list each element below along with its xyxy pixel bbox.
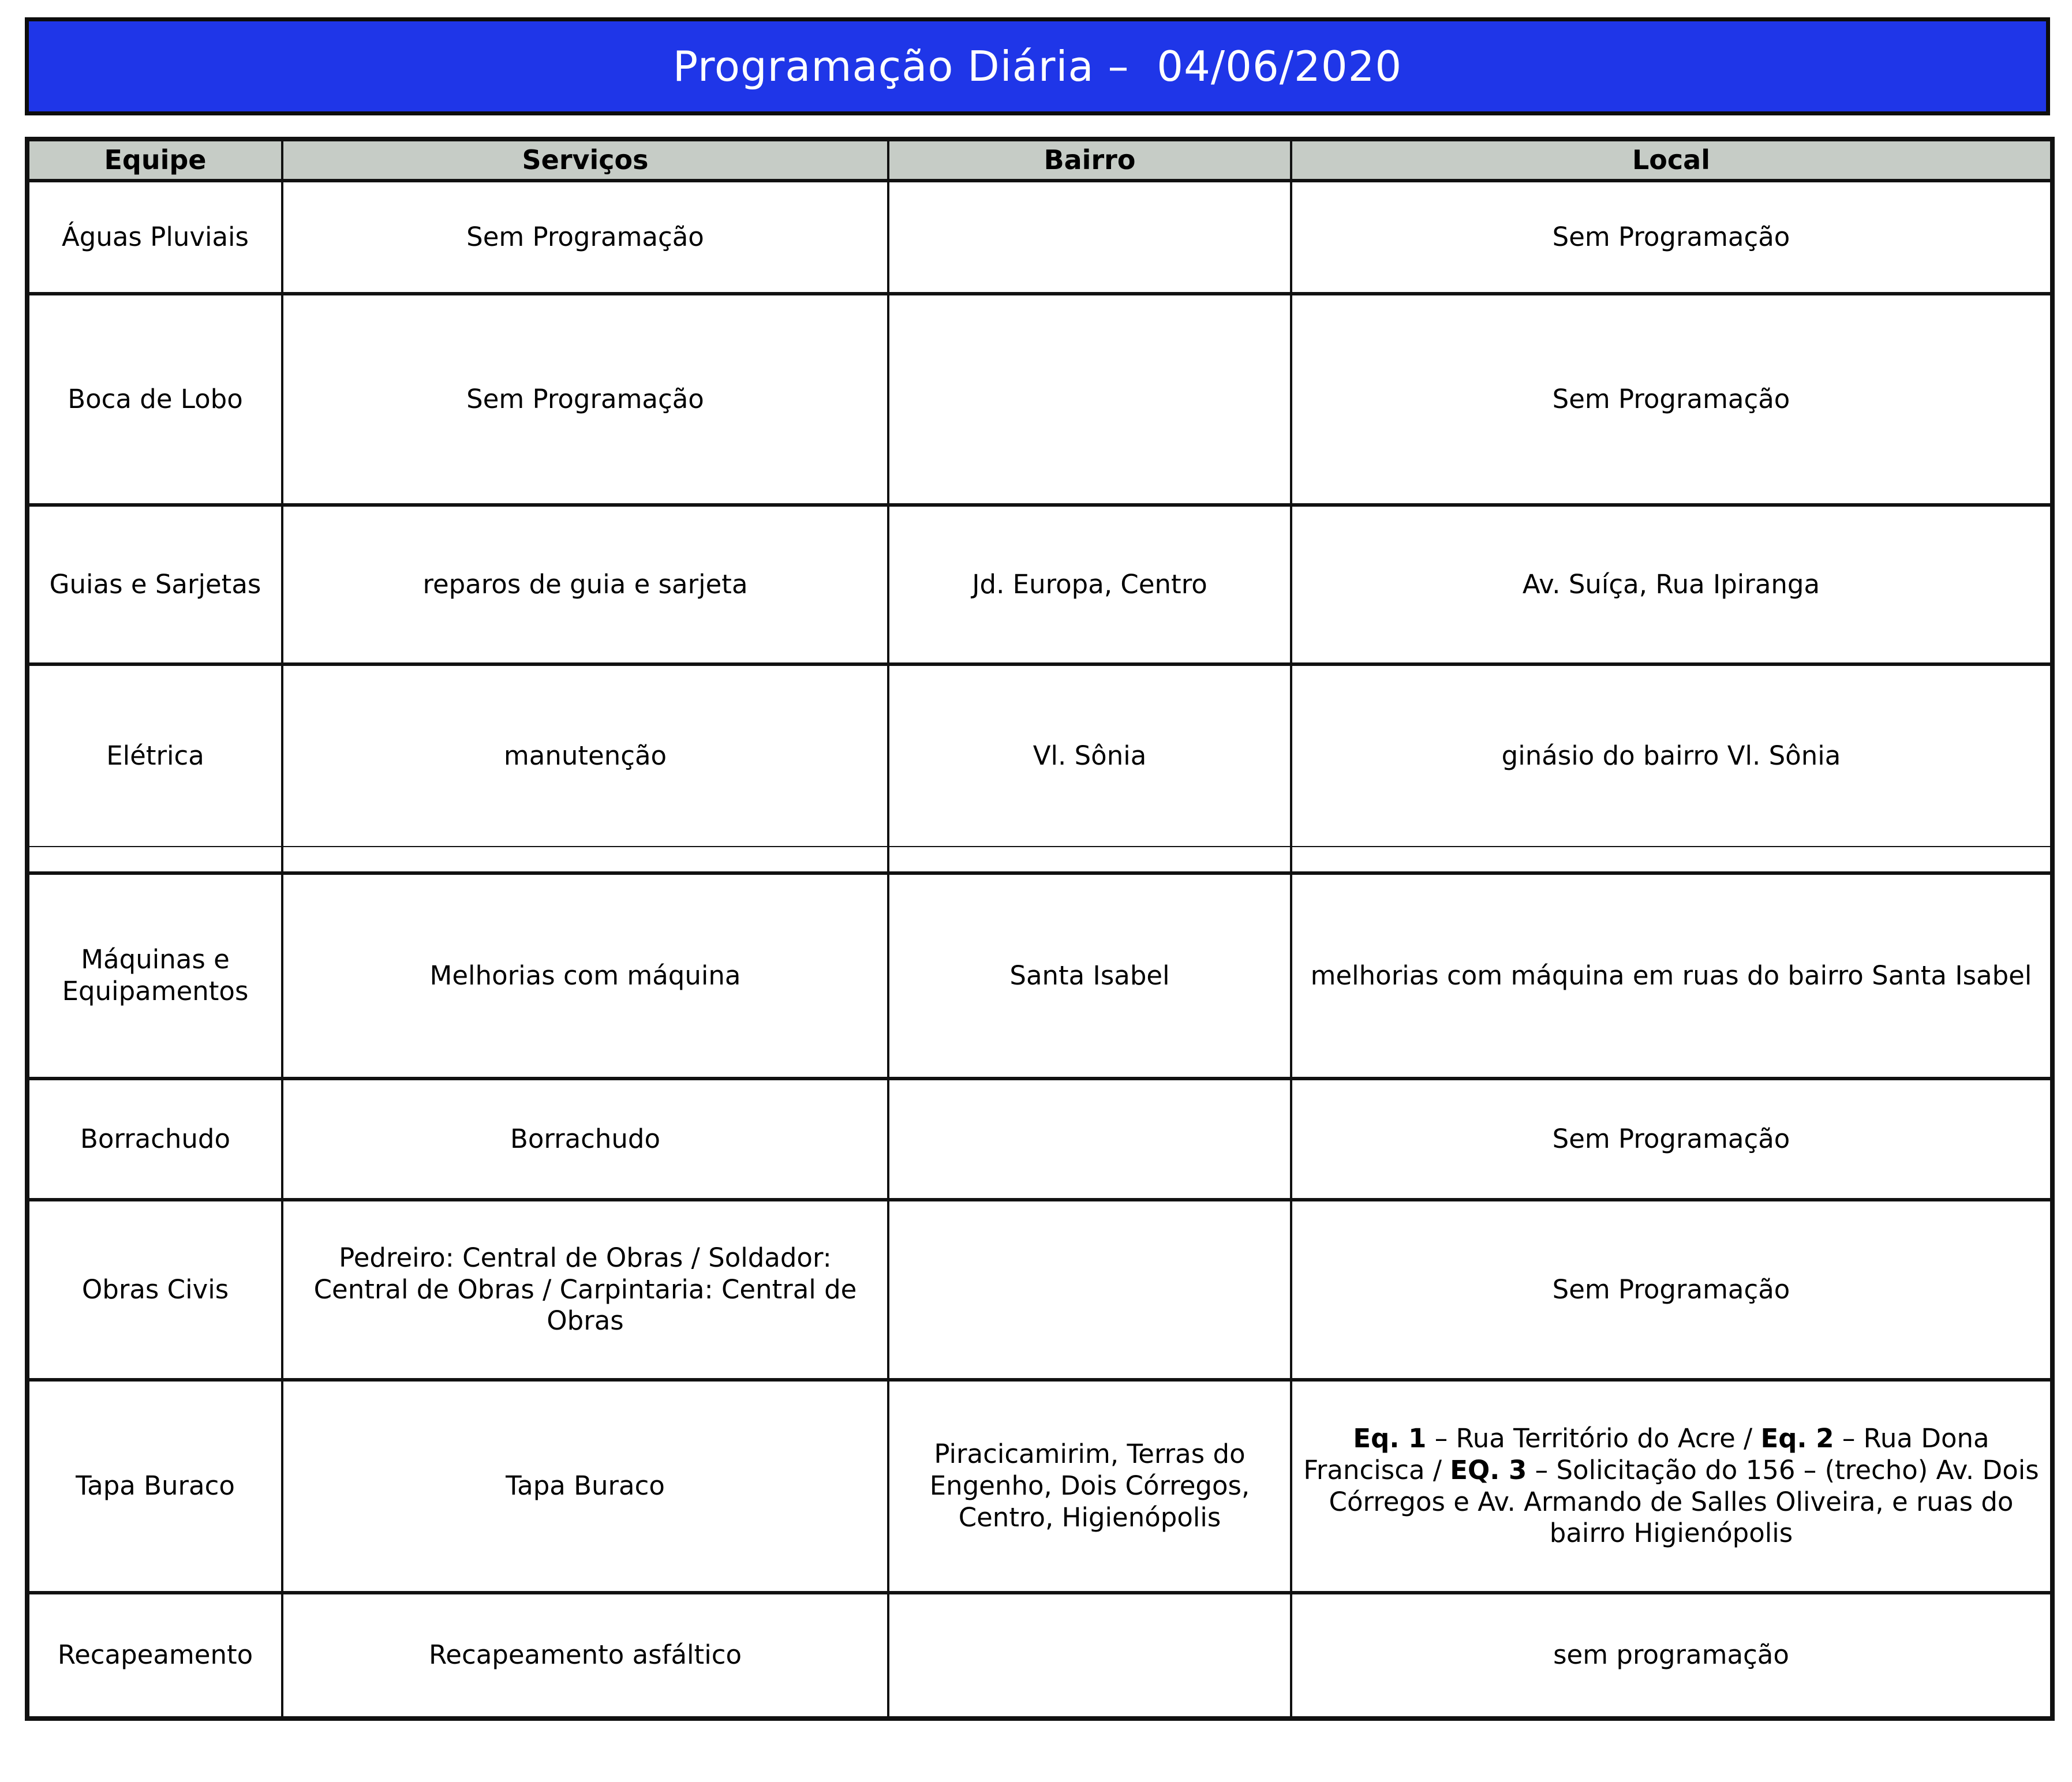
cell-servicos: Pedreiro: Central de Obras / Soldador: C… [281,1200,889,1382]
cell-local: ginásio do bairro Vl. Sônia [1290,664,2054,847]
cell-local: Sem Programação [1290,1200,2054,1382]
cell-servicos: manutenção [281,664,889,847]
cell-equipe: Elétrica [26,664,283,847]
cell-bairro [887,1593,1292,1720]
cell-servicos: Tapa Buraco [281,1380,889,1594]
header-row: Equipe Serviços Bairro Local [26,139,2054,182]
schedule-table: Equipe Serviços Bairro Local Águas Pluvi… [25,137,2055,1721]
cell-bairro [887,294,1292,507]
table-row-obras-civis: Obras Civis Pedreiro: Central de Obras /… [26,1200,2054,1382]
cell-equipe: Tapa Buraco [26,1380,283,1594]
cell-servicos: Borrachudo [281,1079,889,1201]
page-title: Programação Diária – 04/06/2020 [672,42,1402,91]
spacer-cell [887,847,1292,875]
table-row-aguas-pluviais: Águas Pluviais Sem Programação Sem Progr… [26,181,2054,295]
spacer-cell [26,847,283,875]
table-row-borrachudo: Borrachudo Borrachudo Sem Programação [26,1079,2054,1201]
cell-servicos: Sem Programação [281,294,889,507]
table-row-maquinas-e-equipamentos: Máquinas e Equipamentos Melhorias com má… [26,873,2054,1080]
cell-bairro [887,1079,1292,1201]
table-row-tapa-buraco: Tapa Buraco Tapa Buraco Piracicamirim, T… [26,1380,2054,1594]
spacer-cell [1290,847,2054,875]
cell-local: Sem Programação [1290,294,2054,507]
cell-servicos: Recapeamento asfáltico [281,1593,889,1720]
cell-bairro: Jd. Europa, Centro [887,505,1292,666]
cell-bairro: Piracicamirim, Terras do Engenho, Dois C… [887,1380,1292,1594]
cell-bairro [887,181,1292,295]
cell-equipe: Borrachudo [26,1079,283,1201]
cell-local: Eq. 1 – Rua Território do Acre / Eq. 2 –… [1290,1380,2054,1594]
cell-servicos: reparos de guia e sarjeta [281,505,889,666]
table-row-guias-e-sarjetas: Guias e Sarjetas reparos de guia e sarje… [26,505,2054,666]
cell-bairro [887,1200,1292,1382]
cell-local: melhorias com máquina em ruas do bairro … [1290,873,2054,1080]
cell-local: sem programação [1290,1593,2054,1720]
cell-bairro: Vl. Sônia [887,664,1292,847]
cell-servicos: Melhorias com máquina [281,873,889,1080]
table-row-boca-de-lobo: Boca de Lobo Sem Programação Sem Program… [26,294,2054,507]
title-banner: Programação Diária – 04/06/2020 [25,17,2050,115]
col-header-servicos: Serviços [281,139,889,182]
table-row-recapeamento: Recapeamento Recapeamento asfáltico sem … [26,1593,2054,1720]
cell-equipe: Boca de Lobo [26,294,283,507]
col-header-equipe: Equipe [26,139,283,182]
cell-equipe: Obras Civis [26,1200,283,1382]
table-row-eletrica: Elétrica manutenção Vl. Sônia ginásio do… [26,664,2054,847]
spacer-cell [281,847,889,875]
cell-servicos: Sem Programação [281,181,889,295]
cell-bairro: Santa Isabel [887,873,1292,1080]
col-header-local: Local [1290,139,2054,182]
cell-equipe: Águas Pluviais [26,181,283,295]
spacer-row [26,847,2054,875]
col-header-bairro: Bairro [887,139,1292,182]
cell-equipe: Recapeamento [26,1593,283,1720]
cell-local: Av. Suíça, Rua Ipiranga [1290,505,2054,666]
cell-equipe: Guias e Sarjetas [26,505,283,666]
cell-equipe: Máquinas e Equipamentos [26,873,283,1080]
cell-local: Sem Programação [1290,1079,2054,1201]
cell-local: Sem Programação [1290,181,2054,295]
